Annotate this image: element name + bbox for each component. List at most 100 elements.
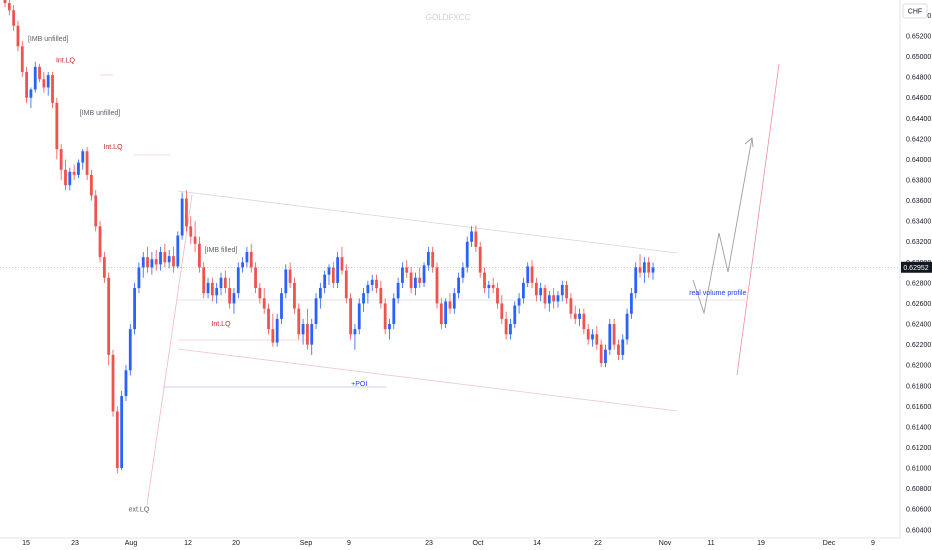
drawing-layer: [0, 63, 900, 506]
candle-body: [630, 293, 633, 314]
annotation-label: +POI: [351, 381, 367, 388]
currency-label: CHF: [908, 9, 922, 16]
price-tick-label: 0.62000: [906, 363, 931, 370]
candle-body: [128, 329, 132, 371]
candle-body: [366, 284, 370, 294]
price-tick-label: 0.64000: [906, 157, 931, 164]
candle-body: [288, 269, 292, 283]
candle-body: [254, 267, 257, 289]
candle-body: [20, 46, 24, 73]
candle-body: [595, 334, 599, 345]
candle-body: [362, 293, 365, 304]
candle-body: [534, 282, 538, 296]
candle-body: [491, 284, 495, 289]
candle-body: [133, 288, 136, 330]
time-tick-label: 23: [71, 540, 79, 547]
candle-body: [98, 226, 102, 258]
time-tick-label: 14: [533, 540, 541, 547]
candle-body: [77, 162, 80, 175]
candle-body: [431, 252, 435, 268]
candle-body: [340, 257, 344, 271]
candle-body: [267, 308, 270, 330]
candle-body: [439, 303, 443, 325]
price-tick-label: 0.61200: [906, 445, 931, 452]
candle-body: [487, 284, 491, 289]
drawing-line: [736, 63, 780, 376]
candle-body: [198, 243, 201, 268]
candle-body: [318, 288, 322, 299]
candle-body: [90, 174, 93, 196]
plot-area[interactable]: [0, 0, 900, 538]
annotation-label: [IMB filled]: [205, 247, 238, 254]
candle-body: [642, 262, 646, 273]
candle-body: [414, 277, 417, 289]
candle-body: [418, 277, 422, 283]
candle-body: [115, 411, 119, 469]
time-axis[interactable]: 15 23 Aug 12 20 Sep 9 23 Oct 14 22 Nov 11 19 Dec 9: [22, 540, 875, 547]
candle-body: [29, 89, 33, 98]
candle-body: [228, 288, 232, 304]
candle-body: [470, 231, 473, 242]
candle-body: [370, 279, 374, 285]
candle-body: [51, 75, 54, 103]
price-tick-label: 0.63600: [906, 198, 931, 205]
price-tick-label: 0.61000: [906, 466, 931, 473]
annotation-label: Int.LQ: [56, 58, 76, 65]
candle-body: [405, 267, 409, 273]
candle-body: [68, 171, 72, 186]
candle-body: [262, 298, 266, 309]
candle-body: [206, 282, 210, 294]
candle-body: [349, 298, 352, 335]
price-tick-label: 0.61600: [906, 404, 931, 411]
candle-body: [444, 301, 448, 325]
annotation-label: [IMB unfilled]: [80, 110, 121, 117]
price-tick-label: 0.64200: [906, 136, 931, 143]
annotation-label: real volume profile: [689, 290, 746, 297]
candle-body: [59, 149, 63, 170]
candle-body: [435, 267, 439, 304]
candle-body: [12, 10, 16, 26]
drawing-line: [177, 190, 678, 254]
candle-body: [461, 267, 465, 278]
price-tick-label: 0.62400: [906, 322, 931, 329]
candle-body: [46, 75, 50, 88]
candle-body: [202, 267, 206, 294]
candle-body: [560, 284, 564, 296]
price-tick-label: 0.64600: [906, 95, 931, 102]
price-tick-label: 0.62800: [906, 280, 931, 287]
candle-body: [500, 303, 504, 319]
candle-body: [426, 252, 430, 266]
candle-body: [336, 257, 340, 283]
candle-body: [569, 298, 573, 314]
last-price-label: 0.62952: [903, 265, 928, 272]
candle-body: [465, 241, 469, 268]
price-tick-label: 0.64400: [906, 116, 931, 123]
candle-body: [314, 298, 318, 325]
candle-body: [85, 151, 89, 175]
currency-button[interactable]: [902, 3, 928, 19]
candle-body: [457, 277, 460, 294]
candle-body: [388, 324, 391, 330]
candle-body: [599, 344, 603, 364]
candle-body: [258, 288, 262, 299]
price-tick-label: 0.65000: [906, 54, 931, 61]
price-tick-label: 0.61800: [906, 383, 931, 390]
candle-body: [94, 195, 98, 227]
annotation-label: ext.LQ: [129, 506, 150, 513]
candles-layer: [3, 0, 655, 474]
candle-body: [111, 354, 115, 412]
candle-body: [107, 277, 111, 355]
candle-body: [306, 324, 309, 345]
candle-body: [301, 324, 305, 335]
candle-body: [38, 66, 41, 80]
candle-body: [72, 171, 76, 175]
candle-body: [638, 267, 642, 273]
annotation-label: Int.LQ: [211, 321, 231, 328]
candle-body: [215, 288, 219, 296]
time-tick-label: 12: [184, 540, 192, 547]
candle-body: [513, 305, 517, 325]
candle-body: [163, 252, 167, 263]
price-axis[interactable]: 0.654000.652000.650000.648000.646000.644…: [906, 13, 931, 534]
candle-body: [539, 288, 543, 296]
